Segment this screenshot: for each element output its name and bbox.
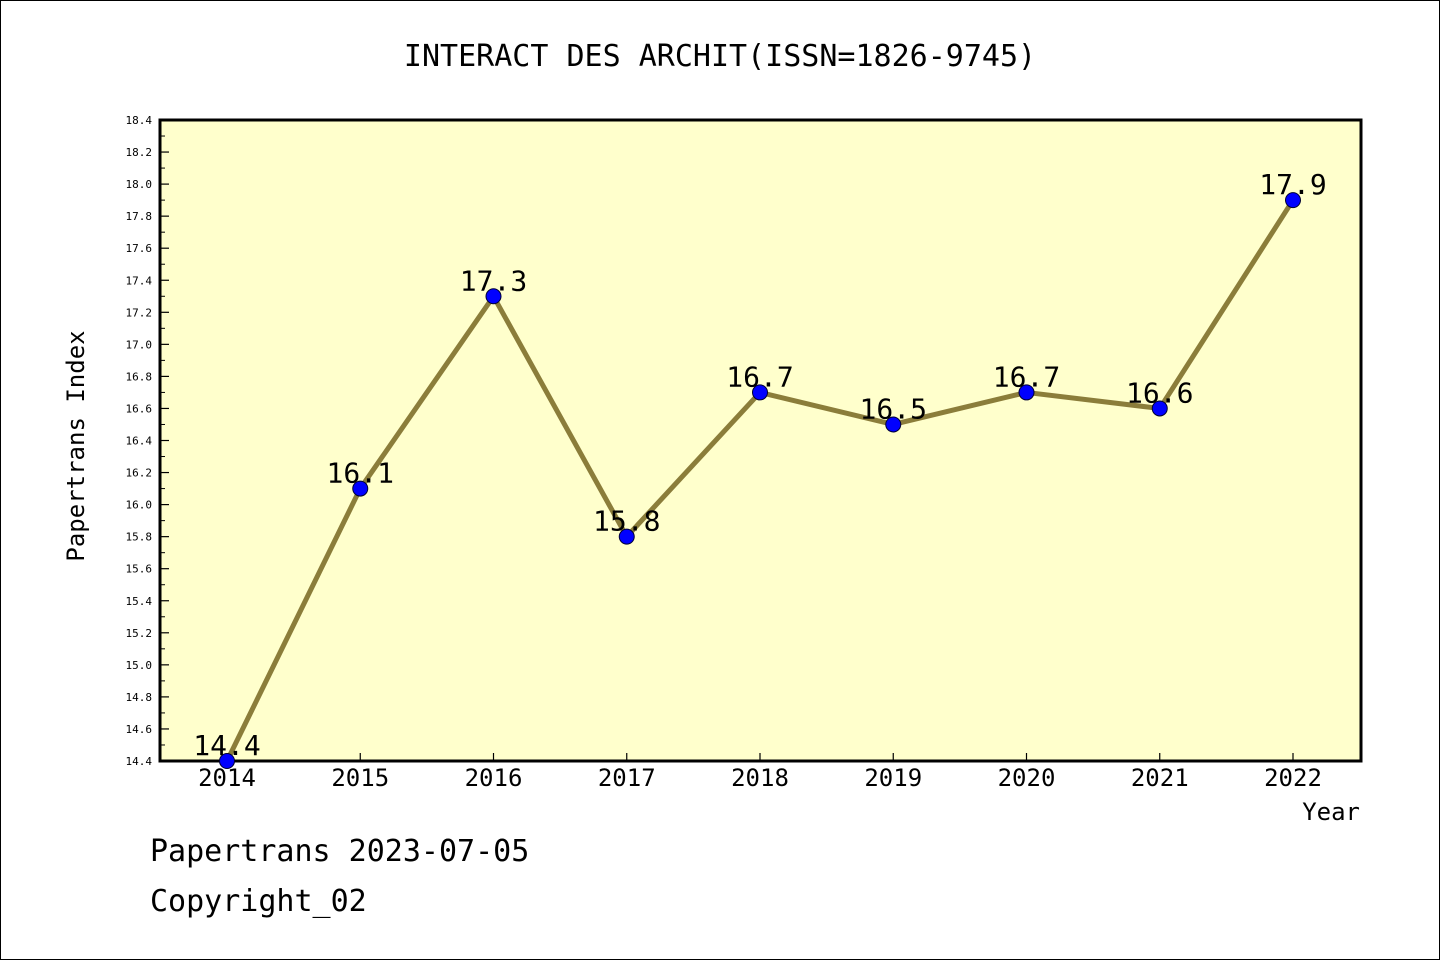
- data-label: 16.7: [726, 360, 793, 393]
- data-label: 17.3: [460, 264, 527, 297]
- x-tick-label: 2019: [864, 764, 922, 792]
- y-tick-label: 17.4: [126, 274, 153, 287]
- y-tick-label: 16.0: [126, 499, 153, 512]
- y-tick-label: 15.8: [126, 531, 153, 544]
- y-tick-label: 17.2: [126, 306, 153, 319]
- y-tick-label: 16.2: [126, 467, 153, 480]
- x-tick-label: 2017: [598, 764, 656, 792]
- y-tick-label: 15.2: [126, 627, 153, 640]
- data-label: 17.9: [1259, 168, 1326, 201]
- data-point: [1151, 400, 1168, 417]
- y-tick-label: 17.6: [126, 242, 153, 255]
- y-tick-label: 18.2: [126, 146, 153, 159]
- data-point: [618, 528, 635, 545]
- x-axis-ticks: 2014 2015 2016 2017 2018 2019 2020 2021 2022: [198, 753, 1322, 792]
- y-tick-label: 14.8: [126, 691, 153, 704]
- y-tick-label: 17.0: [126, 338, 153, 351]
- plot-area: [158, 118, 1363, 763]
- y-tick-label: 14.4: [126, 755, 153, 768]
- data-point: [1285, 192, 1301, 209]
- y-tick-label: 15.4: [126, 595, 153, 608]
- y-tick-label: 17.8: [126, 210, 153, 223]
- y-tick-label: 18.0: [126, 178, 153, 191]
- y-tick-label: 16.8: [126, 370, 153, 383]
- x-tick-label: 2021: [1131, 764, 1189, 792]
- y-axis-label: Papertrans Index: [62, 330, 90, 561]
- y-tick-label: 16.4: [126, 435, 153, 448]
- data-label: 16.5: [860, 392, 927, 425]
- x-tick-label: 2016: [465, 764, 523, 792]
- data-point: [752, 384, 768, 401]
- data-label: 16.1: [327, 457, 394, 490]
- data-point: [1018, 384, 1035, 401]
- footer-date: Papertrans 2023-07-05: [150, 834, 530, 869]
- data-label: 15.8: [593, 505, 660, 538]
- series-group: 14.4 16.1 17.3 15.8 16.7 16.5 16.7 16.6 17.9: [193, 168, 1327, 769]
- chart-title: INTERACT DES ARCHIT(ISSN=1826-9745): [404, 39, 1036, 74]
- x-tick-label: 2018: [731, 764, 789, 792]
- data-point: [485, 288, 502, 305]
- y-tick-label: 16.6: [126, 402, 153, 415]
- data-point: [885, 416, 902, 433]
- x-tick-label: 2020: [998, 764, 1056, 792]
- x-tick-label: 2022: [1264, 764, 1322, 792]
- footer-copyright: Copyright_02: [150, 884, 367, 919]
- y-axis-ticks: 14.4 14.6 14.8 15.0 15.2 15.4 15.6 15.8 16.0 16.2…: [126, 114, 169, 768]
- y-tick-label: 15.0: [126, 659, 153, 672]
- y-tick-label: 14.6: [126, 723, 153, 736]
- y-tick-label: 18.4: [126, 114, 153, 127]
- x-tick-label: 2015: [331, 764, 389, 792]
- x-axis-label: Year: [1302, 798, 1360, 826]
- data-label: 16.7: [993, 360, 1060, 393]
- data-point: [352, 480, 369, 497]
- data-label: 14.4: [193, 729, 260, 762]
- y-tick-label: 15.6: [126, 563, 153, 576]
- data-label: 16.6: [1126, 376, 1193, 409]
- data-point: [219, 753, 235, 769]
